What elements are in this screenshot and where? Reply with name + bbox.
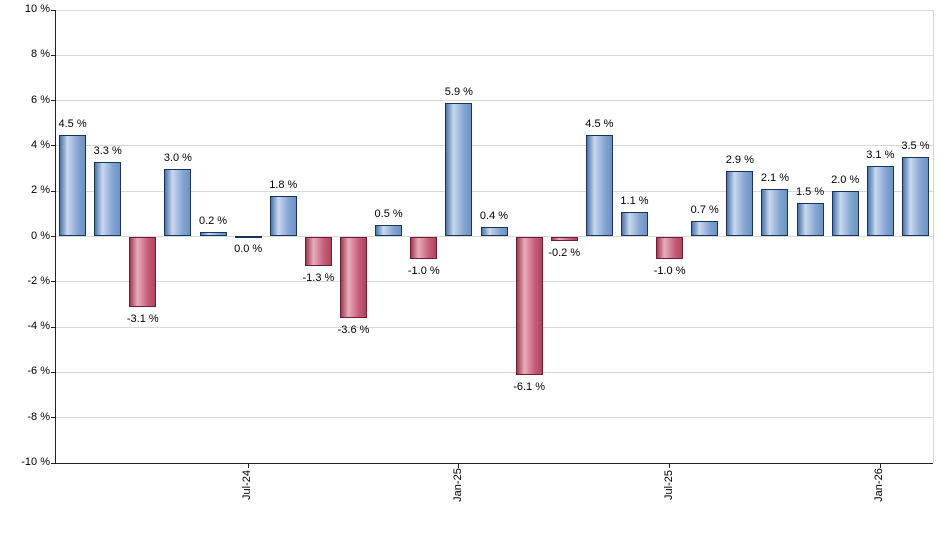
y-tick <box>51 54 55 56</box>
y-tick <box>51 190 55 192</box>
bar <box>726 170 754 237</box>
gridline <box>55 371 933 373</box>
y-tick-label: 8 % <box>31 48 50 61</box>
bar-value-label: 0.7 % <box>690 203 719 216</box>
bar-value-label: 0.0 % <box>234 242 263 255</box>
bar-value-label: -1.0 % <box>653 265 686 278</box>
bar-value-label: 3.5 % <box>901 140 930 153</box>
bar <box>866 166 894 237</box>
plot-right-border <box>933 10 934 463</box>
bar <box>515 236 543 375</box>
bar-value-label: 0.2 % <box>198 214 228 227</box>
y-axis-line <box>55 10 56 464</box>
bar-value-label: 0.4 % <box>479 210 509 223</box>
bar-value-label: 3.1 % <box>866 149 895 162</box>
bar-value-label: 1.5 % <box>796 185 825 198</box>
bar <box>375 225 403 237</box>
bar-value-label: 0.5 % <box>374 208 403 221</box>
x-tick-label: Jul-24 <box>241 470 254 500</box>
bar-value-label: 2.0 % <box>831 174 860 187</box>
y-tick <box>51 462 55 464</box>
bar <box>480 227 508 237</box>
x-axis-line <box>55 463 933 464</box>
bar <box>59 134 87 237</box>
bar-value-label: -3.1 % <box>126 312 159 325</box>
y-tick-label: 6 % <box>31 93 50 106</box>
x-tick <box>458 463 460 468</box>
bar <box>410 236 438 260</box>
bar-value-label: -3.6 % <box>337 324 370 337</box>
y-tick-label: -4 % <box>27 320 50 333</box>
bar <box>164 168 192 237</box>
gridline <box>55 9 933 11</box>
gridline <box>55 281 933 283</box>
y-tick <box>51 9 55 11</box>
gridline <box>55 417 933 419</box>
bar <box>269 195 297 237</box>
y-tick-label: -10 % <box>21 456 50 468</box>
bar <box>199 231 227 237</box>
bar-value-label: 2.1 % <box>760 171 790 184</box>
bar <box>656 236 684 260</box>
gridline <box>55 190 933 192</box>
bar <box>761 188 789 237</box>
y-tick <box>51 371 55 373</box>
y-tick <box>51 326 55 328</box>
y-tick-label: -2 % <box>27 274 50 287</box>
gridline <box>55 54 933 56</box>
x-tick-label: Jan-25 <box>451 468 464 502</box>
bar <box>585 134 613 237</box>
bar <box>796 202 824 237</box>
bar-value-label: 1.8 % <box>269 178 298 191</box>
bar-value-label: -1.0 % <box>407 265 440 278</box>
x-tick <box>247 463 249 468</box>
bar-value-label: 4.5 % <box>58 117 87 130</box>
y-tick-label: -6 % <box>27 365 50 378</box>
x-tick <box>669 463 671 468</box>
bar <box>445 102 473 237</box>
bar-value-label: -0.2 % <box>548 247 581 260</box>
y-tick-label: -8 % <box>27 410 50 423</box>
x-tick-label: Jul-25 <box>662 470 675 500</box>
gridline <box>55 100 933 102</box>
bar <box>94 161 122 237</box>
y-tick <box>51 281 55 283</box>
y-tick-label: 0 % <box>31 229 50 242</box>
y-tick-label: 4 % <box>31 138 50 151</box>
bar <box>831 191 859 237</box>
bar <box>304 236 332 266</box>
bar-value-label: -1.3 % <box>302 271 335 284</box>
bar-value-label: 2.9 % <box>725 153 754 166</box>
gridline <box>55 236 933 237</box>
y-tick <box>51 100 55 102</box>
y-tick <box>51 417 55 419</box>
gridline <box>55 145 933 147</box>
bar-value-label: -6.1 % <box>513 380 546 393</box>
bar-value-label: 3.3 % <box>93 144 122 157</box>
x-tick <box>879 463 881 468</box>
bar-value-label: 4.5 % <box>585 117 614 130</box>
bar <box>620 211 648 237</box>
bar <box>550 236 578 242</box>
gridline <box>55 326 933 328</box>
bar <box>901 157 929 237</box>
bar-value-label: 5.9 % <box>444 85 473 98</box>
bar-value-label: 1.1 % <box>620 194 649 207</box>
y-tick-label: 2 % <box>31 184 50 197</box>
bar <box>691 220 719 237</box>
bar-value-label: 3.0 % <box>163 151 192 164</box>
bar <box>129 236 157 307</box>
y-tick-label: 10 % <box>24 3 50 15</box>
x-tick-label: Jan-26 <box>873 468 886 502</box>
bar <box>234 235 262 238</box>
bar <box>340 236 368 319</box>
y-tick <box>51 236 55 237</box>
y-tick <box>51 145 55 147</box>
